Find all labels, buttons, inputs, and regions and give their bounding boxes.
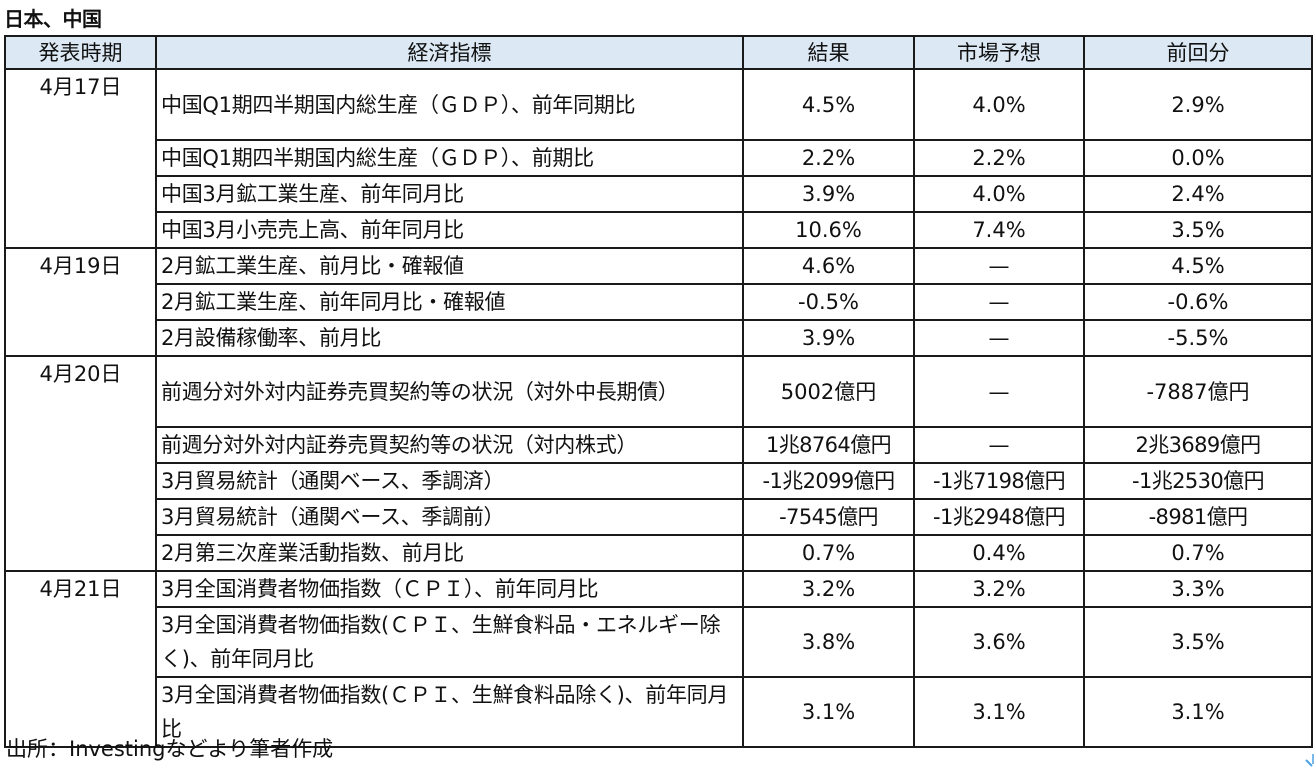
table-row: 2月第三次産業活動指数、前月比 0.7% 0.4% 0.7%	[5, 534, 1313, 572]
forecast-cell: 4.0%	[913, 68, 1085, 141]
previous-cell: 4.5%	[1083, 247, 1313, 285]
table-row: 3月全国消費者物価指数(ＣＰＩ、生鮮食料品除く)、前年同月比 3.1% 3.1%…	[5, 676, 1313, 748]
header-forecast: 市場予想	[913, 35, 1085, 70]
forecast-cell: 0.4%	[913, 534, 1085, 572]
indicator-cell: 中国Q1期四半期国内総生産（ＧＤＰ）、前期比	[155, 139, 744, 177]
release-date-cell: 4月19日	[4, 247, 157, 357]
release-date-cell: 4月20日	[4, 355, 157, 572]
indicator-cell: 中国3月鉱工業生産、前年同月比	[155, 175, 744, 213]
forecast-cell: —	[913, 283, 1085, 321]
indicator-cell: 3月全国消費者物価指数(ＣＰＩ、生鮮食料品・エネルギー除く)、前年同月比	[155, 606, 744, 678]
result-cell: 3.1%	[742, 676, 915, 748]
previous-cell: 3.3%	[1083, 570, 1313, 608]
indicator-cell: 前週分対外対内証券売買契約等の状況（対外中長期債）	[155, 355, 744, 428]
header-indicator: 経済指標	[155, 35, 744, 70]
table-row: 4月21日 3月全国消費者物価指数（ＣＰＩ）、前年同月比 3.2% 3.2% 3…	[4, 570, 1313, 748]
result-cell: 5002億円	[742, 355, 915, 428]
previous-cell: 3.1%	[1083, 676, 1313, 748]
table-row: 前週分対外対内証券売買契約等の状況（対内株式） 1兆8764億円 — 2兆368…	[5, 426, 1313, 464]
result-cell: -7545億円	[742, 498, 915, 536]
header-result: 結果	[742, 35, 915, 70]
forecast-cell: —	[913, 355, 1085, 428]
forecast-cell: —	[913, 426, 1085, 464]
result-cell: 10.6%	[742, 211, 915, 249]
forecast-cell: 3.2%	[913, 570, 1085, 608]
indicator-cell: 2月設備稼働率、前月比	[155, 319, 744, 357]
table-row: 2月設備稼働率、前月比 3.9% — -5.5%	[5, 319, 1313, 357]
result-cell: 4.5%	[742, 68, 915, 141]
table-row: 中国3月鉱工業生産、前年同月比 3.9% 4.0% 2.4%	[5, 175, 1313, 213]
previous-cell: 0.0%	[1083, 139, 1313, 177]
corner-mark-icon	[1305, 754, 1314, 767]
indicator-cell: 3月貿易統計（通関ベース、季調済）	[155, 462, 744, 500]
indicator-cell: 2月鉱工業生産、前年同月比・確報値	[155, 283, 744, 321]
previous-cell: -8981億円	[1083, 498, 1313, 536]
result-cell: 4.6%	[742, 247, 915, 285]
forecast-cell: 3.6%	[913, 606, 1085, 678]
table-row: 3月貿易統計（通関ベース、季調前） -7545億円 -1兆2948億円 -898…	[5, 498, 1313, 536]
table-row: 3月全国消費者物価指数(ＣＰＩ、生鮮食料品・エネルギー除く)、前年同月比 3.8…	[5, 606, 1313, 678]
table-row: 3月貿易統計（通関ベース、季調済） -1兆2099億円 -1兆7198億円 -1…	[5, 462, 1313, 500]
forecast-cell: 4.0%	[913, 175, 1085, 213]
result-cell: 1兆8764億円	[742, 426, 915, 464]
result-cell: 2.2%	[742, 139, 915, 177]
previous-cell: -5.5%	[1083, 319, 1313, 357]
result-cell: 3.8%	[742, 606, 915, 678]
result-cell: -0.5%	[742, 283, 915, 321]
result-cell: 3.9%	[742, 175, 915, 213]
table-row: 中国3月小売売上高、前年同月比 10.6% 7.4% 3.5%	[5, 211, 1313, 249]
forecast-cell: —	[913, 319, 1085, 357]
previous-cell: 2.4%	[1083, 175, 1313, 213]
header-release-date: 発表時期	[4, 35, 157, 70]
indicator-cell: 前週分対外対内証券売買契約等の状況（対内株式）	[155, 426, 744, 464]
previous-cell: 2兆3689億円	[1083, 426, 1313, 464]
header-previous: 前回分	[1083, 35, 1313, 70]
source-note: 出所：Investingなどより筆者作成	[6, 737, 334, 761]
result-cell: 3.9%	[742, 319, 915, 357]
previous-cell: -0.6%	[1083, 283, 1313, 321]
release-date-cell: 4月17日	[4, 68, 157, 249]
release-date-cell: 4月21日	[4, 570, 157, 748]
page-title: 日本、中国	[4, 7, 102, 31]
result-cell: 0.7%	[742, 534, 915, 572]
result-cell: -1兆2099億円	[742, 462, 915, 500]
table-row: 4月19日 2月鉱工業生産、前月比・確報値 4.6% — 4.5%	[4, 247, 1313, 357]
indicator-cell: 中国3月小売売上高、前年同月比	[155, 211, 744, 249]
result-cell: 3.2%	[742, 570, 915, 608]
previous-cell: 2.9%	[1083, 68, 1313, 141]
table-row: 4月17日 中国Q1期四半期国内総生産（ＧＤＰ）、前年同期比 4.5% 4.0%…	[4, 68, 1313, 249]
table-row: 2月鉱工業生産、前年同月比・確報値 -0.5% — -0.6%	[5, 283, 1313, 321]
indicator-cell: 3月全国消費者物価指数(ＣＰＩ、生鮮食料品除く)、前年同月比	[155, 676, 744, 748]
forecast-cell: 2.2%	[913, 139, 1085, 177]
forecast-cell: 7.4%	[913, 211, 1085, 249]
table-header-row: 発表時期 経済指標 結果 市場予想 前回分	[4, 35, 1313, 70]
economic-indicators-table: 発表時期 経済指標 結果 市場予想 前回分 4月17日 中国Q1期四半期国内総生…	[4, 35, 1313, 748]
forecast-cell: —	[913, 247, 1085, 285]
previous-cell: 3.5%	[1083, 211, 1313, 249]
forecast-cell: -1兆7198億円	[913, 462, 1085, 500]
forecast-cell: -1兆2948億円	[913, 498, 1085, 536]
indicator-cell: 3月貿易統計（通関ベース、季調前）	[155, 498, 744, 536]
previous-cell: -7887億円	[1083, 355, 1313, 428]
previous-cell: 3.5%	[1083, 606, 1313, 678]
previous-cell: 0.7%	[1083, 534, 1313, 572]
table-row: 中国Q1期四半期国内総生産（ＧＤＰ）、前期比 2.2% 2.2% 0.0%	[5, 139, 1313, 177]
indicator-cell: 2月鉱工業生産、前月比・確報値	[155, 247, 744, 285]
indicator-cell: 3月全国消費者物価指数（ＣＰＩ）、前年同月比	[155, 570, 744, 608]
indicator-cell: 中国Q1期四半期国内総生産（ＧＤＰ）、前年同期比	[155, 68, 744, 141]
table-row: 4月20日 前週分対外対内証券売買契約等の状況（対外中長期債） 5002億円 —…	[4, 355, 1313, 572]
previous-cell: -1兆2530億円	[1083, 462, 1313, 500]
indicator-cell: 2月第三次産業活動指数、前月比	[155, 534, 744, 572]
forecast-cell: 3.1%	[913, 676, 1085, 748]
